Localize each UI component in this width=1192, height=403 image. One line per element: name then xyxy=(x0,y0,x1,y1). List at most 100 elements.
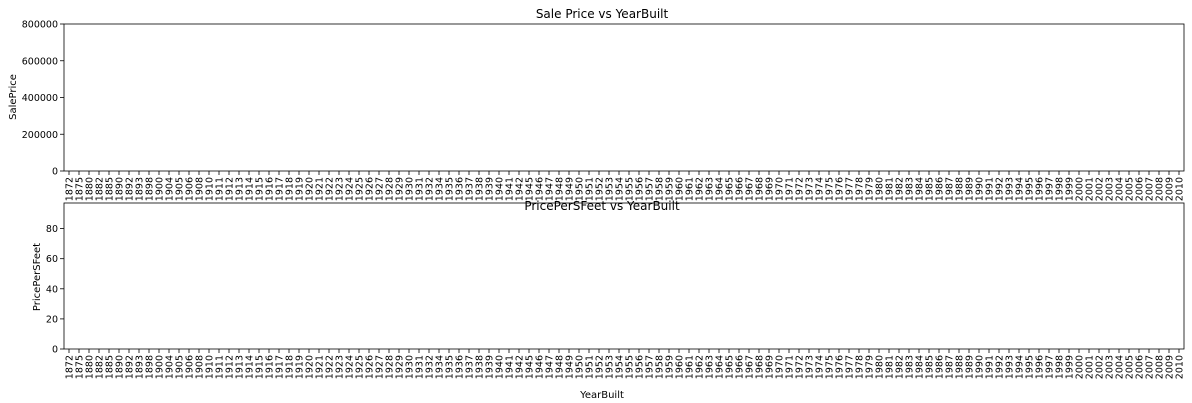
x-tick-label: 1920 xyxy=(304,355,315,379)
x-tick-label: 1956 xyxy=(634,177,645,201)
x-tick-label: 1951 xyxy=(584,177,595,201)
x-tick-label: 2010 xyxy=(1174,177,1185,201)
x-tick-label: 1885 xyxy=(104,355,115,379)
x-tick-label: 1983 xyxy=(904,355,915,379)
x-tick-label: 1982 xyxy=(894,177,905,201)
x-tick-label: 1937 xyxy=(464,355,475,379)
x-tick-label: 1930 xyxy=(404,355,415,379)
x-tick-label: 1958 xyxy=(654,177,665,201)
x-tick-label: 1964 xyxy=(714,355,725,379)
x-tick-label: 1898 xyxy=(144,177,155,201)
x-tick-label: 1962 xyxy=(694,177,705,201)
x-tick-label: 1934 xyxy=(434,355,445,379)
x-tick-label: 1920 xyxy=(304,177,315,201)
x-tick-label: 1904 xyxy=(164,355,175,379)
x-tick-label: 1966 xyxy=(734,355,745,379)
x-tick-label: 1892 xyxy=(124,355,135,379)
x-tick-label: 1990 xyxy=(974,177,985,201)
x-tick-label: 1953 xyxy=(604,355,615,379)
x-tick-label: 1965 xyxy=(724,355,735,379)
chart-pricepersfeet: PricePerSFeet vs YearBuilt PricePerSFeet… xyxy=(32,199,1185,401)
x-tick-label: 1951 xyxy=(584,355,595,379)
x-tick-label: 1948 xyxy=(554,355,565,379)
x-tick-label: 1952 xyxy=(594,177,605,201)
x-tick-label: 1972 xyxy=(794,355,805,379)
x-tick-label: 1957 xyxy=(644,355,655,379)
x-tick-label: 1872 xyxy=(64,355,75,379)
chart-saleprice: Sale Price vs YearBuilt SalePrice 0 20000… xyxy=(8,7,1185,201)
y-tick-label: 80 xyxy=(46,224,58,235)
x-tick-label: 1908 xyxy=(194,355,205,379)
x-tick-label: 2004 xyxy=(1114,177,1125,201)
x-tick-label: 1937 xyxy=(464,177,475,201)
x-tick-label: 1905 xyxy=(174,355,185,379)
x-tick-label: 1945 xyxy=(524,177,535,201)
x-tick-label: 1993 xyxy=(1004,355,1015,379)
x-tick-label: 1931 xyxy=(414,177,425,201)
y-axis-label: SalePrice xyxy=(8,74,19,120)
x-tick-label: 1973 xyxy=(804,355,815,379)
y-tick-label: 60 xyxy=(46,254,58,265)
x-tick-label: 1983 xyxy=(904,177,915,201)
x-tick-label: 2010 xyxy=(1174,355,1185,379)
x-tick-label: 1998 xyxy=(1054,355,1065,379)
x-tick-label: 2008 xyxy=(1154,177,1165,201)
x-tick-label: 1915 xyxy=(254,177,265,201)
x-tick-label: 1935 xyxy=(444,177,455,201)
x-tick-label: 1882 xyxy=(94,177,105,201)
x-tick-label: 2004 xyxy=(1114,355,1125,379)
x-tick-label: 1985 xyxy=(924,177,935,201)
x-tick-label: 1916 xyxy=(264,177,275,201)
chart-title: Sale Price vs YearBuilt xyxy=(536,7,669,21)
x-tick-label: 1924 xyxy=(344,355,355,379)
x-tick-label: 1976 xyxy=(834,177,845,201)
x-tick-label: 2006 xyxy=(1134,355,1145,379)
x-tick-label: 1998 xyxy=(1054,177,1065,201)
chart-title: PricePerSFeet vs YearBuilt xyxy=(524,199,680,213)
x-tick-label: 1930 xyxy=(404,177,415,201)
x-axis-label: YearBuilt xyxy=(579,390,624,401)
x-tick-label: 1875 xyxy=(74,177,85,201)
x-tick-label: 1880 xyxy=(84,177,95,201)
x-tick-label: 1922 xyxy=(324,355,335,379)
x-tick-label: 1932 xyxy=(424,355,435,379)
x-tick-label: 1980 xyxy=(874,355,885,379)
x-tick-label: 1969 xyxy=(764,355,775,379)
x-tick-label: 1928 xyxy=(384,177,395,201)
x-tick-label: 1970 xyxy=(774,355,785,379)
x-tick-label: 1955 xyxy=(624,355,635,379)
x-tick-label: 1923 xyxy=(334,355,345,379)
x-tick-label: 1988 xyxy=(954,355,965,379)
x-tick-label: 1927 xyxy=(374,177,385,201)
x-tick-label: 1950 xyxy=(574,177,585,201)
x-tick-label: 1927 xyxy=(374,355,385,379)
x-tick-label: 1949 xyxy=(564,177,575,201)
x-tick-label: 2000 xyxy=(1074,355,1085,379)
x-tick-label: 1976 xyxy=(834,355,845,379)
x-tick-label: 1959 xyxy=(664,355,675,379)
x-tick-label: 2006 xyxy=(1134,177,1145,201)
x-tick-label: 2001 xyxy=(1084,177,1095,201)
x-tick-label: 1918 xyxy=(284,177,295,201)
x-tick-label: 1968 xyxy=(754,355,765,379)
x-tick-label: 1999 xyxy=(1064,355,1075,379)
x-tick-label: 2007 xyxy=(1144,177,1155,201)
x-tick-label: 1967 xyxy=(744,355,755,379)
x-tick-label: 1872 xyxy=(64,177,75,201)
x-tick-label: 1974 xyxy=(814,177,825,201)
x-tick-label: 1996 xyxy=(1034,355,1045,379)
x-tick-label: 1992 xyxy=(994,355,1005,379)
x-tick-label: 1939 xyxy=(484,355,495,379)
x-tick-label: 1965 xyxy=(724,177,735,201)
x-tick-label: 2005 xyxy=(1124,177,1135,201)
x-tick-label: 1900 xyxy=(154,177,165,201)
x-tick-label: 1910 xyxy=(204,177,215,201)
x-tick-label: 1929 xyxy=(394,177,405,201)
x-tick-label: 1932 xyxy=(424,177,435,201)
y-tick-label: 800000 xyxy=(22,20,58,31)
x-tick-label: 1958 xyxy=(654,355,665,379)
x-tick-label: 1968 xyxy=(754,177,765,201)
